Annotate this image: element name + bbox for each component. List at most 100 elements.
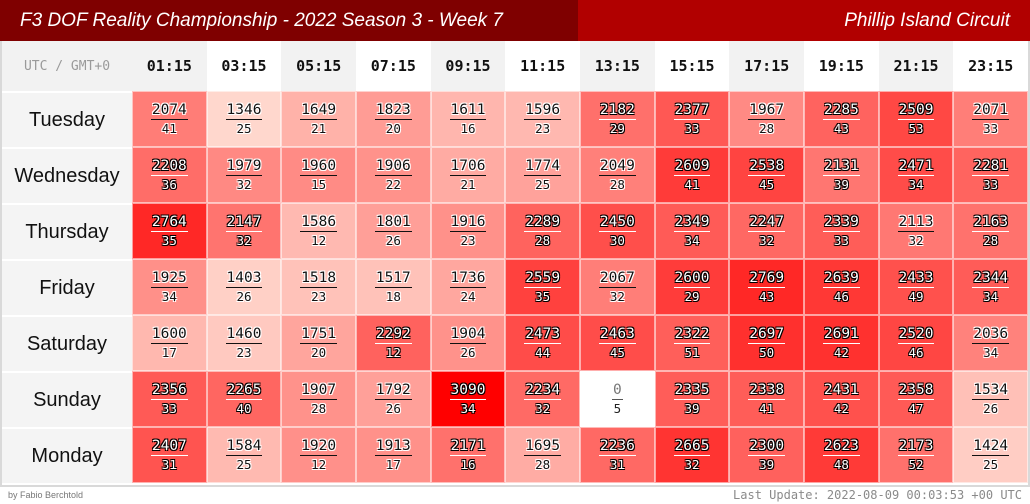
cell-count: 25 bbox=[236, 120, 252, 136]
cell-count: 51 bbox=[684, 344, 700, 360]
heatmap-cell: 1695 28 bbox=[505, 427, 580, 483]
column-header: 17:15 bbox=[729, 41, 805, 91]
cell-value: 2338 bbox=[748, 381, 786, 400]
cell-value: 2036 bbox=[972, 325, 1010, 344]
cell-count: 29 bbox=[684, 288, 700, 304]
cell-value: 2071 bbox=[972, 101, 1010, 120]
heatmap-cell: 1518 23 bbox=[281, 259, 356, 315]
cell-value: 2344 bbox=[972, 269, 1010, 288]
heatmap-cell: 2509 53 bbox=[878, 91, 954, 147]
cell-value: 2067 bbox=[598, 269, 636, 288]
heatmap-cell: 2450 30 bbox=[580, 203, 655, 259]
row-header: Tuesday bbox=[2, 91, 132, 147]
cell-count: 28 bbox=[983, 232, 999, 248]
column-header: 13:15 bbox=[580, 41, 655, 91]
cell-count: 50 bbox=[759, 344, 775, 360]
cell-count: 39 bbox=[833, 176, 849, 192]
column-header: 03:15 bbox=[206, 41, 282, 91]
heatmap-cell: 2463 45 bbox=[580, 315, 655, 371]
cell-count: 16 bbox=[460, 120, 476, 136]
heatmap-cell: 2338 41 bbox=[729, 371, 805, 427]
cell-value: 2356 bbox=[150, 381, 188, 400]
cell-count: 12 bbox=[385, 344, 401, 360]
cell-value: 2691 bbox=[822, 325, 860, 344]
heatmap-cell: 2036 34 bbox=[953, 315, 1029, 371]
cell-value: 1611 bbox=[449, 101, 487, 120]
cell-value: 2234 bbox=[524, 381, 562, 400]
heatmap-cell: 2247 32 bbox=[729, 203, 805, 259]
cell-count: 21 bbox=[460, 176, 476, 192]
cell-value: 1774 bbox=[524, 157, 562, 176]
cell-value: 2163 bbox=[972, 213, 1010, 232]
cell-value: 1907 bbox=[300, 381, 338, 400]
cell-count: 32 bbox=[684, 456, 700, 472]
cell-count: 49 bbox=[908, 288, 924, 304]
cell-value: 1695 bbox=[524, 437, 562, 456]
cell-count: 32 bbox=[236, 176, 252, 192]
cell-count: 28 bbox=[535, 456, 551, 472]
cell-count: 31 bbox=[161, 456, 177, 472]
cell-value: 1346 bbox=[225, 101, 263, 120]
cell-count: 35 bbox=[535, 288, 551, 304]
cell-count: 20 bbox=[385, 120, 401, 136]
cell-count: 29 bbox=[609, 120, 625, 136]
cell-value: 1967 bbox=[748, 101, 786, 120]
cell-value: 2171 bbox=[449, 437, 487, 456]
column-header: 19:15 bbox=[804, 41, 879, 91]
heatmap-cell: 2182 29 bbox=[580, 91, 655, 147]
cell-value: 3090 bbox=[449, 381, 487, 400]
cell-count: 22 bbox=[385, 176, 401, 192]
cell-count: 21 bbox=[311, 120, 327, 136]
heatmap-cell: 1967 28 bbox=[729, 91, 805, 147]
cell-count: 41 bbox=[759, 400, 775, 416]
column-header: 15:15 bbox=[654, 41, 730, 91]
cell-value: 2074 bbox=[150, 101, 188, 120]
cell-count: 34 bbox=[908, 176, 924, 192]
credit-text: by Fabio Berchtold bbox=[8, 490, 84, 500]
cell-count: 34 bbox=[684, 232, 700, 248]
heatmap-cell: 1906 22 bbox=[356, 147, 431, 203]
cell-count: 26 bbox=[385, 400, 401, 416]
heatmap-cell: 1920 12 bbox=[281, 427, 356, 483]
heatmap-cell: 2764 35 bbox=[132, 203, 207, 259]
cell-count: 34 bbox=[161, 288, 177, 304]
row-header: Friday bbox=[2, 259, 132, 315]
heatmap-cell: 1960 15 bbox=[281, 147, 356, 203]
row-header: Wednesday bbox=[2, 147, 132, 203]
cell-value: 2433 bbox=[897, 269, 935, 288]
timezone-label: UTC / GMT+0 bbox=[2, 41, 132, 91]
cell-value: 2463 bbox=[598, 325, 636, 344]
cell-count: 48 bbox=[833, 456, 849, 472]
heatmap-cell: 1801 26 bbox=[356, 203, 431, 259]
cell-value: 2609 bbox=[673, 157, 711, 176]
footer: by Fabio Berchtold Last Update: 2022-08-… bbox=[0, 487, 1030, 504]
heatmap-cell: 1346 25 bbox=[206, 91, 282, 147]
cell-value: 1403 bbox=[225, 269, 263, 288]
cell-value: 1920 bbox=[300, 437, 338, 456]
cell-count: 34 bbox=[983, 344, 999, 360]
heatmap-cell: 1611 16 bbox=[430, 91, 506, 147]
heatmap-cell: 1823 20 bbox=[356, 91, 431, 147]
cell-value: 1979 bbox=[225, 157, 263, 176]
track-name: Phillip Island Circuit bbox=[578, 0, 1030, 41]
heatmap-cell: 2147 32 bbox=[206, 203, 282, 259]
cell-count: 39 bbox=[684, 400, 700, 416]
heatmap-cell: 1792 26 bbox=[356, 371, 431, 427]
cell-value: 2639 bbox=[822, 269, 860, 288]
cell-count: 32 bbox=[609, 288, 625, 304]
title-bar: F3 DOF Reality Championship - 2022 Seaso… bbox=[0, 0, 1030, 41]
heatmap-cell: 1403 26 bbox=[206, 259, 282, 315]
cell-count: 46 bbox=[833, 288, 849, 304]
cell-value: 2769 bbox=[748, 269, 786, 288]
cell-count: 15 bbox=[311, 176, 327, 192]
cell-value: 1916 bbox=[449, 213, 487, 232]
heatmap-cell: 2691 42 bbox=[804, 315, 879, 371]
cell-count: 30 bbox=[609, 232, 625, 248]
cell-count: 42 bbox=[833, 400, 849, 416]
cell-count: 36 bbox=[161, 176, 177, 192]
cell-value: 2182 bbox=[598, 101, 636, 120]
cell-count: 12 bbox=[311, 232, 327, 248]
cell-value: 2208 bbox=[150, 157, 188, 176]
cell-count: 34 bbox=[460, 400, 476, 416]
